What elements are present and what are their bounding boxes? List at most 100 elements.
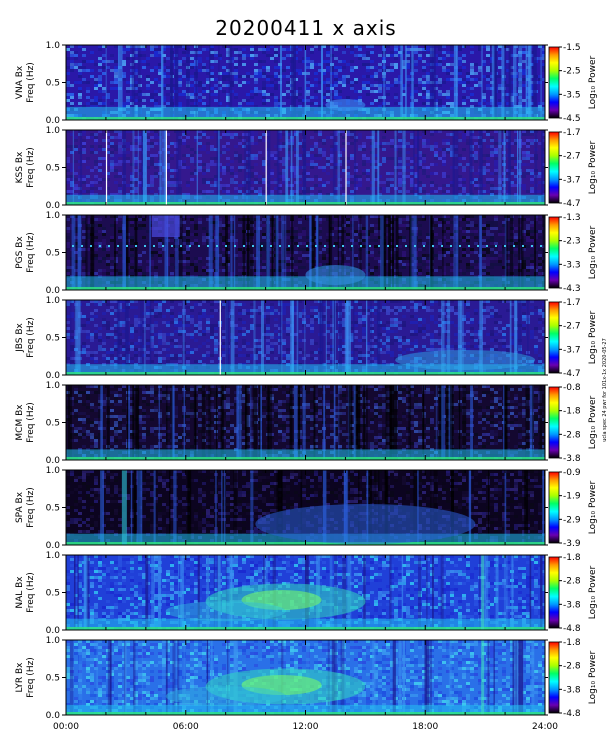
station-label: PGS Bx [15,236,25,269]
colorbar-tick-label: -3.8 [563,685,581,695]
panel-nal-bx: 0.0 0.5 1.0 NAL Bx Freq (Hz) -1.8 -2.8 -3.8 -4.8… [15,551,598,636]
colorbar [548,641,560,714]
panel-jbs-bx: 0.0 0.5 1.0 JBS Bx Freq (Hz) -1.7 -2.7 -3.7 -4.7… [15,296,598,381]
station-label: LYR Bx [15,662,25,693]
y-tick-label: 0.0 [46,201,61,211]
colorbar-tick-label: -1.8 [563,407,581,417]
colorbar-tick-label: -2.7 [563,152,581,162]
spectrogram-image [66,555,545,630]
x-tick-label: 24:00 [532,722,558,732]
colorbar-tick-label: -4.7 [563,369,581,379]
colorbar-tick-label: -2.9 [563,515,581,525]
freq-axis-label: Freq (Hz) [26,232,36,273]
colorbar-tick-label: -3.5 [563,90,581,100]
y-tick-label: 1.0 [46,126,61,136]
colorbar-tick-label: -1.8 [563,553,581,563]
y-tick-label: 0.5 [46,164,60,174]
power-axis-label: Log₁₀ Power [588,226,598,280]
colorbar-tick-label: -2.3 [563,237,581,247]
y-tick-label: 1.0 [46,551,61,561]
y-tick-label: 0.5 [46,589,60,599]
station-label: KSS Bx [15,151,25,183]
freq-axis-label: Freq (Hz) [26,147,36,188]
colorbar-tick-label: -0.8 [563,383,581,393]
spectrogram-image [66,130,545,205]
power-axis-label: Log₁₀ Power [588,56,598,110]
colorbar [548,131,560,204]
freq-axis-label: Freq (Hz) [26,572,36,613]
colorbar-tick-label: -1.8 [563,638,581,648]
station-label: MCM Bx [15,404,25,441]
colorbar [548,46,560,119]
freq-axis-label: Freq (Hz) [26,62,36,103]
panel-spa-bx: 0.0 0.5 1.0 SPA Bx Freq (Hz) -0.9 -1.9 -2.9 -3.9… [15,466,598,551]
y-tick-label: 0.0 [46,371,61,381]
colorbar-tick-label: -1.3 [563,213,581,223]
y-tick-label: 0.0 [46,116,61,126]
side-note: ucla spec 24 pwr for 101x-1x 2020-05-27 [602,338,608,442]
y-tick-label: 1.0 [46,381,61,391]
y-tick-label: 0.0 [46,541,61,551]
power-axis-label: Log₁₀ Power [588,481,598,535]
power-axis-label: Log₁₀ Power [588,651,598,705]
colorbar-tick-label: -4.8 [563,709,581,719]
colorbar-tick-label: -4.3 [563,284,581,294]
y-tick-label: 1.0 [46,296,61,306]
colorbar-tick-label: -4.8 [563,624,581,634]
colorbar-tick-label: -3.3 [563,260,581,270]
y-tick-label: 0.0 [46,456,61,466]
y-tick-label: 0.0 [46,711,61,721]
spectrogram-image [66,45,545,120]
panel-mcm-bx: 0.0 0.5 1.0 MCM Bx Freq (Hz) -0.8 -1.8 -2.8 -3.8… [15,381,598,466]
colorbar [548,216,560,289]
freq-axis-label: Freq (Hz) [26,487,36,528]
station-label: NAL Bx [15,576,25,609]
colorbar-tick-label: -2.8 [563,577,581,587]
x-tick-label: 00:00 [53,722,79,732]
colorbar-tick-label: -2.5 [563,67,581,77]
colorbar-tick-label: -3.7 [563,175,581,185]
y-tick-label: 0.5 [46,419,60,429]
y-tick-label: 0.5 [46,334,60,344]
y-tick-label: 1.0 [46,41,61,51]
colorbar-tick-label: -2.8 [563,662,581,672]
spectrogram-image [66,640,545,715]
colorbar-tick-label: -3.8 [563,454,581,464]
power-axis-label: Log₁₀ Power [588,566,598,620]
colorbar-tick-label: -1.7 [563,128,581,138]
colorbar-tick-label: -1.7 [563,298,581,308]
power-axis-label: Log₁₀ Power [588,141,598,195]
colorbar [548,471,560,544]
freq-axis-label: Freq (Hz) [26,402,36,443]
y-tick-label: 0.0 [46,286,61,296]
x-tick-label: 18:00 [412,722,438,732]
panel-lyr-bx: 0.0 0.5 1.0 LYR Bx Freq (Hz) -1.8 -2.8 -3.8 -4.8… [15,636,598,721]
colorbar-tick-label: -1.9 [563,492,581,502]
station-label: VNA Bx [15,65,25,99]
spectrogram-image [66,470,545,545]
panel-kss-bx: 0.0 0.5 1.0 KSS Bx Freq (Hz) -1.7 -2.7 -3.7 -4.7… [15,126,598,211]
colorbar-tick-label: -4.5 [563,114,581,124]
colorbar [548,556,560,629]
y-tick-label: 0.5 [46,674,60,684]
power-axis-label: Log₁₀ Power [588,396,598,450]
colorbar-tick-label: -1.5 [563,43,581,53]
colorbar [548,301,560,374]
colorbar [548,386,560,459]
panel-pgs-bx: 0.0 0.5 1.0 PGS Bx Freq (Hz) -1.3 -2.3 -3.3 -4.3… [15,211,598,296]
station-label: SPA Bx [15,491,25,523]
freq-axis-label: Freq (Hz) [26,317,36,358]
power-axis-label: Log₁₀ Power [588,311,598,365]
colorbar-tick-label: -2.8 [563,430,581,440]
spectrogram-image [66,385,545,460]
y-tick-label: 0.5 [46,249,60,259]
y-tick-label: 1.0 [46,211,61,221]
colorbar-tick-label: -3.7 [563,345,581,355]
x-tick-label: 12:00 [293,722,319,732]
y-tick-label: 1.0 [46,466,61,476]
freq-axis-label: Freq (Hz) [26,657,36,698]
colorbar-tick-label: -0.9 [563,468,581,478]
colorbar-tick-label: -2.7 [563,322,581,332]
y-tick-label: 0.5 [46,504,60,514]
